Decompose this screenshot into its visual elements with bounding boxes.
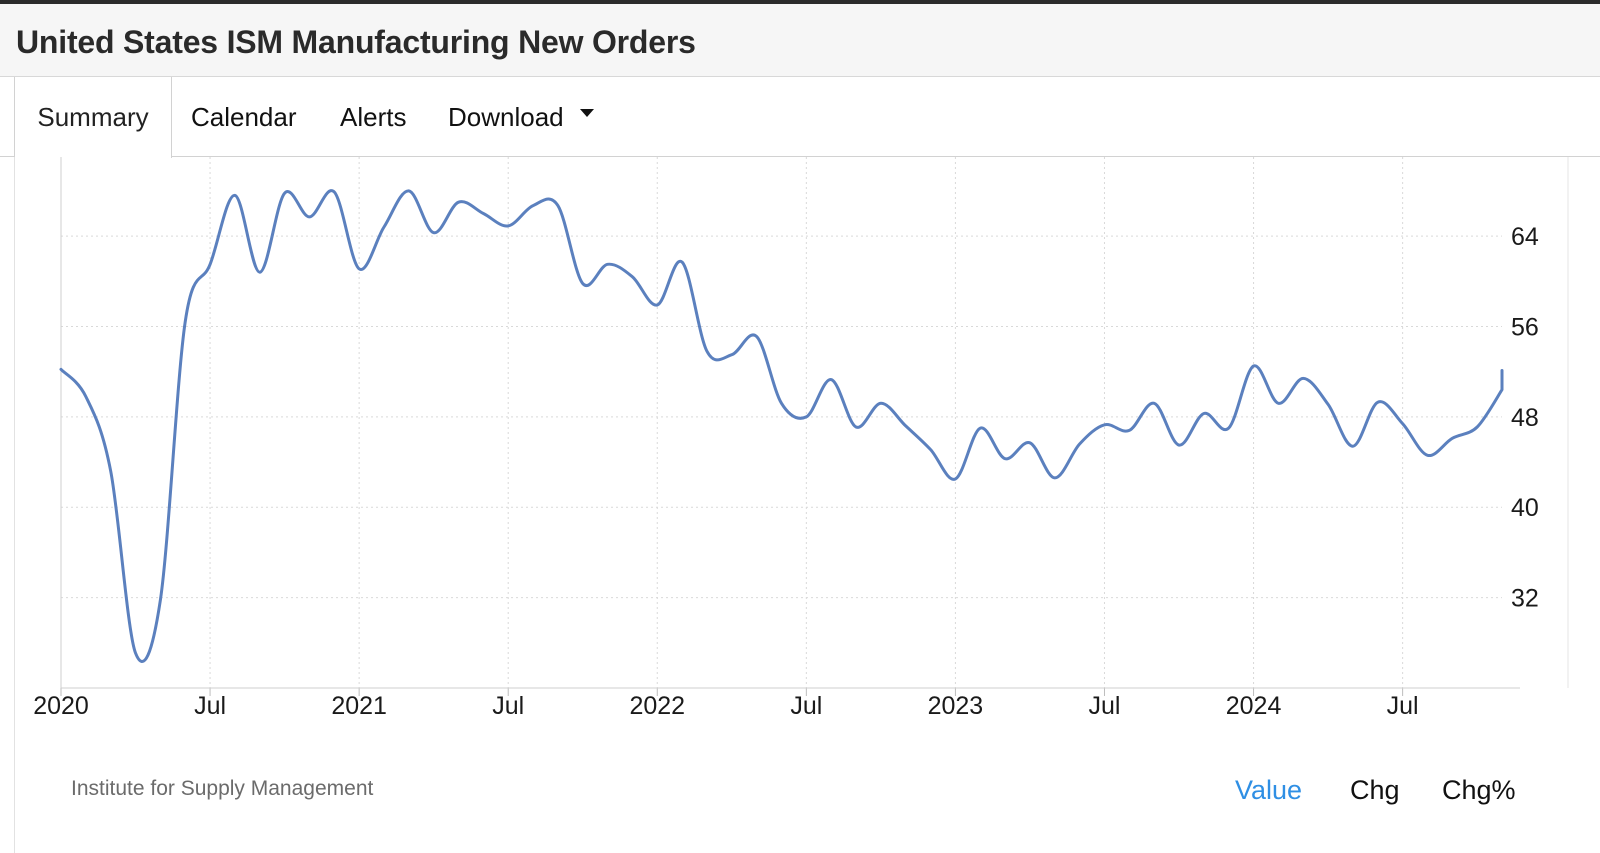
x-tick-label: 2021 [331,692,387,720]
x-tick-label: 2024 [1226,692,1282,720]
x-tick-label: Jul [1088,692,1120,720]
line-chart[interactable]: 32 40 48 56 64 2020 Jul 2021 Jul 2022 Jul 2023 Jul 20… [0,0,1600,760]
y-tick-label: 48 [1511,404,1539,432]
y-tick-label: 64 [1511,223,1539,251]
grid-lines [61,157,1502,688]
x-tick-label: 2022 [629,692,685,720]
series-line[interactable] [59,189,1504,663]
series-layer [59,189,1504,663]
mode-chg-percent-button[interactable]: Chg% [1442,775,1516,805]
source-label: Institute for Supply Management [71,777,374,800]
x-tick-label: Jul [492,692,524,720]
tab-bar: Summary Calendar Alerts Download [0,77,1600,158]
tab-alerts[interactable]: Alerts [340,102,407,132]
x-tick-label: 2023 [928,692,984,720]
top-border [0,0,1600,4]
page-title: United States ISM Manufacturing New Orde… [16,24,696,60]
mode-value-button[interactable]: Value [1235,775,1303,805]
x-tick-label: 2020 [33,692,89,720]
y-tick-label: 32 [1511,585,1539,613]
chart-panel [14,157,1600,853]
x-tick-label: Jul [1387,692,1419,720]
page-header: United States ISM Manufacturing New Orde… [0,4,1600,77]
tab-summary[interactable]: Summary [14,77,172,158]
caret-down-icon [579,109,594,118]
tab-download-label: Download [448,102,564,132]
mode-chg-button[interactable]: Chg [1350,775,1400,805]
tab-calendar[interactable]: Calendar [191,102,297,132]
tick-labels: 32 40 48 56 64 2020 Jul 2021 Jul 2022 Jul 2023 Jul 20… [33,223,1539,720]
y-tick-label: 40 [1511,494,1539,522]
y-tick-label: 56 [1511,313,1539,341]
tab-download[interactable]: Download [448,77,594,157]
x-tick-label: Jul [790,692,822,720]
axes [60,157,1569,696]
x-tick-label: Jul [194,692,226,720]
